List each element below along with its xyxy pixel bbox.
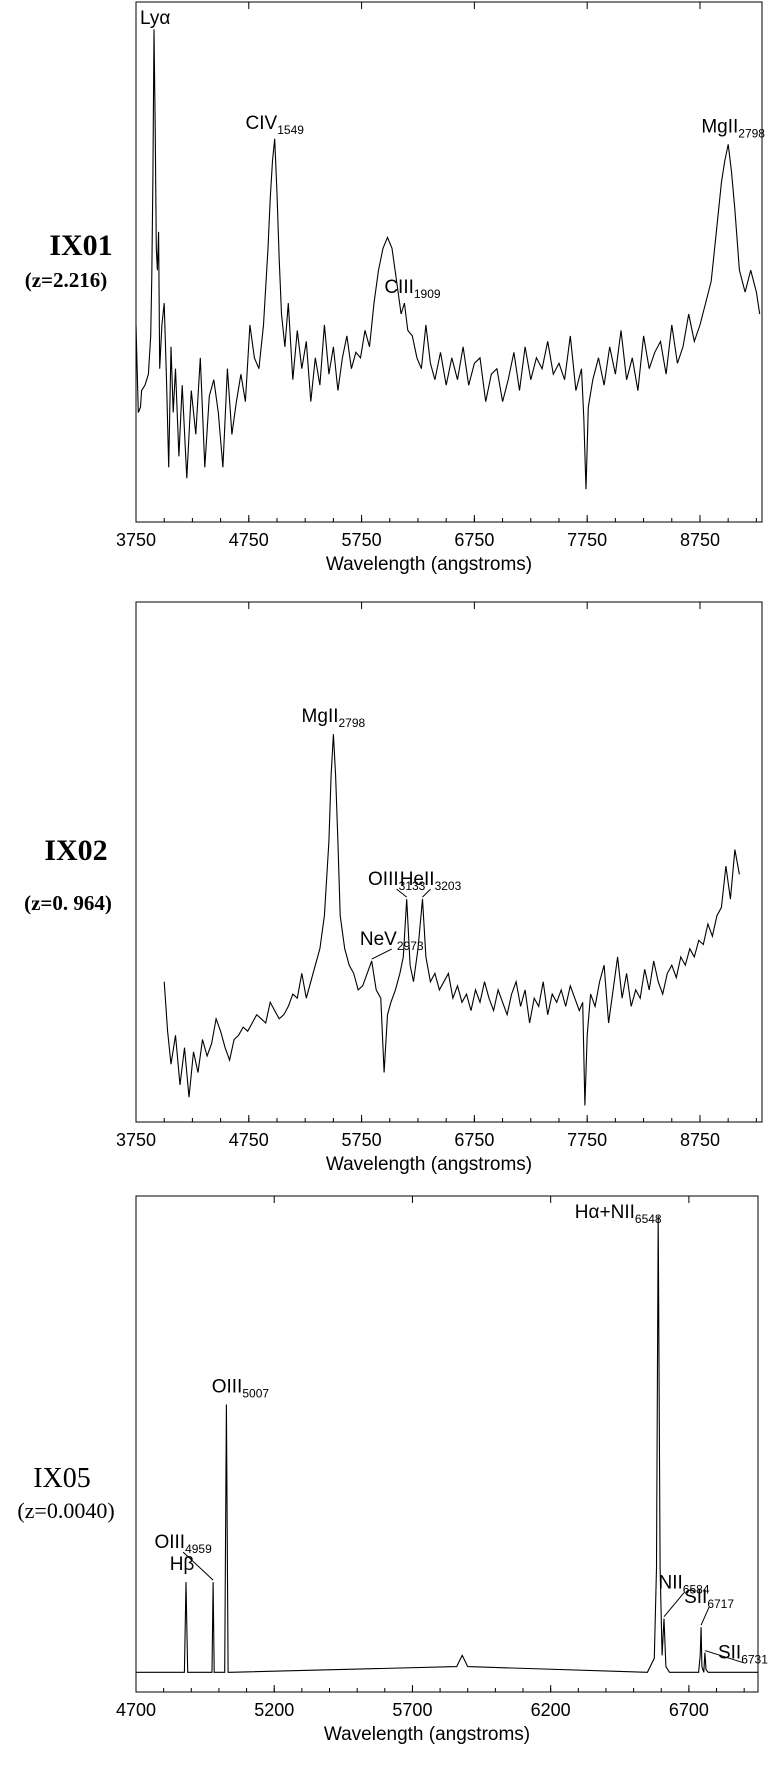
object-redshift: (z=0.0040): [17, 1498, 114, 1523]
object-redshift: (z=0. 964): [24, 891, 112, 915]
line-name: Hβ: [170, 1554, 195, 1575]
x-axis-ticks: 3750 4750 5750 6750 7750 8750: [116, 602, 757, 1150]
x-tick-label: 6200: [531, 1700, 571, 1720]
emission-line-label: MgII2798: [701, 116, 765, 140]
x-tick-label: 4700: [116, 1700, 156, 1720]
line-leader: [396, 888, 408, 898]
line-leader: [371, 948, 392, 960]
line-wavelength: 2798: [738, 126, 765, 140]
x-axis-label: Wavelength (angstroms): [326, 554, 532, 575]
line-wavelength: 6717: [707, 1597, 734, 1611]
line-leader: [422, 888, 431, 898]
spectrum-line: [135, 29, 761, 490]
panel-ix01: 3750 4750 5750 6750 7750 8750 LyαCIV1549CIII1…: [25, 1, 765, 575]
emission-line-label: MgII2798: [302, 706, 366, 730]
line-wavelength: 4959: [185, 1542, 212, 1556]
line-leader: [663, 1592, 685, 1618]
line-wavelength: 6548: [635, 1212, 662, 1226]
line-leader: [704, 1650, 744, 1664]
emission-line-label: SII6731: [718, 1643, 768, 1667]
x-tick-label: 3750: [116, 530, 156, 550]
line-wavelength: 5007: [242, 1387, 269, 1401]
x-axis-ticks: 3750 4750 5750 6750 7750 8750: [116, 2, 757, 550]
emission-line-label: OIII5007: [212, 1377, 270, 1401]
line-wavelength: 3203: [435, 879, 462, 893]
x-tick-label: 8750: [680, 530, 720, 550]
x-tick-label: 4750: [229, 530, 269, 550]
x-axis-ticks: 4700 5200 5700 6200 6700: [116, 1196, 745, 1720]
emission-line-labels: HβOIII4959OIII5007Hα+NII6548NII6584SII67…: [154, 1202, 768, 1667]
x-tick-label: 8750: [680, 1130, 720, 1150]
line-wavelength: 2973: [397, 939, 424, 953]
line-wavelength: 2798: [339, 716, 366, 730]
x-axis-label: Wavelength (angstroms): [324, 1724, 530, 1745]
line-name: MgII: [302, 706, 339, 727]
emission-line-label: CIV1549: [246, 113, 305, 137]
x-tick-label: 7750: [567, 530, 607, 550]
line-name: Lyα: [140, 8, 170, 29]
x-tick-label: 5750: [342, 1130, 382, 1150]
plot-frame: [135, 1195, 759, 1693]
plot-frame: [135, 1, 763, 523]
line-name: OIII: [212, 1377, 243, 1398]
object-name: IX05: [33, 1463, 91, 1494]
x-tick-label: 3750: [116, 1130, 156, 1150]
emission-line-labels: Lyα CIV1549 CIII1909 MgII2798: [140, 8, 765, 301]
line-wavelength: 1909: [414, 287, 441, 301]
emission-line-label: Hα+NII6548: [575, 1202, 662, 1226]
emission-line-label: OIII3133: [368, 869, 426, 893]
line-wavelength: 1549: [277, 123, 304, 137]
emission-line-label: OIII4959: [154, 1532, 212, 1556]
line-wavelength: 6731: [741, 1653, 768, 1667]
x-axis-label: Wavelength (angstroms): [326, 1154, 532, 1175]
line-name: MgII: [701, 116, 738, 137]
emission-line-label: NII6584: [659, 1573, 710, 1597]
x-tick-label: 5200: [254, 1700, 294, 1720]
object-redshift: (z=2.216): [25, 268, 108, 292]
line-name: NeV: [360, 929, 397, 950]
line-name: SII: [718, 1643, 741, 1664]
emission-line-label: HeII3203: [400, 869, 462, 893]
x-tick-label: 5750: [342, 530, 382, 550]
panel-ix05: 4700 5200 5700 6200 6700 HβOIII4959OIII5007H…: [17, 1195, 768, 1745]
x-tick-label: 5700: [392, 1700, 432, 1720]
object-name: IX01: [49, 229, 112, 262]
line-name: CIV: [246, 113, 278, 134]
x-tick-label: 7750: [567, 1130, 607, 1150]
panel-ix02: 3750 4750 5750 6750 7750 8750 MgII2798 NeV2973…: [24, 601, 763, 1175]
x-tick-label: 6750: [454, 1130, 494, 1150]
emission-line-label: SII6717: [684, 1587, 734, 1611]
emission-line-label: Lyα: [140, 8, 170, 29]
emission-line-label: NeV2973: [360, 929, 424, 953]
line-name: Hα+NII: [575, 1202, 635, 1223]
plot-frame: [135, 601, 763, 1123]
object-name: IX02: [44, 834, 107, 867]
line-leader: [182, 1551, 214, 1581]
line-leader: [700, 1606, 710, 1626]
emission-line-label: Hβ: [170, 1554, 195, 1575]
line-name: CIII: [384, 277, 414, 298]
spectrum-line: [136, 1215, 758, 1673]
line-name: SII: [684, 1587, 707, 1608]
emission-line-label: CIII1909: [384, 277, 441, 301]
x-tick-label: 6700: [669, 1700, 709, 1720]
line-wavelength: 3133: [399, 879, 426, 893]
line-wavelength: 6584: [683, 1583, 710, 1597]
line-name: NII: [659, 1573, 683, 1594]
line-name: OIII: [154, 1532, 185, 1553]
line-name: OIII: [368, 869, 399, 890]
spectrum-line: [163, 734, 740, 1106]
x-tick-label: 4750: [229, 1130, 269, 1150]
x-tick-label: 6750: [454, 530, 494, 550]
line-name: HeII: [400, 869, 435, 890]
